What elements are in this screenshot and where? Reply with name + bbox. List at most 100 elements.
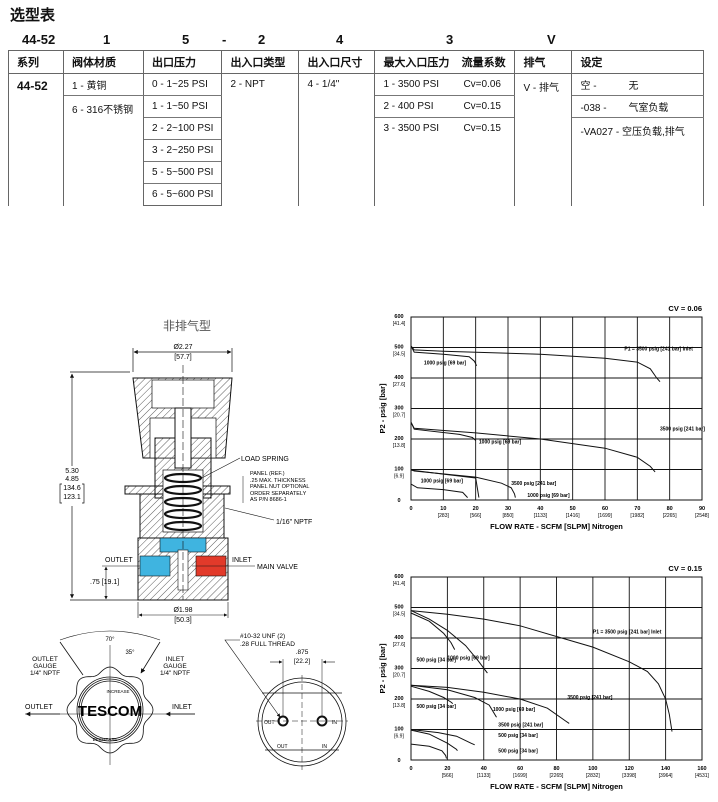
header-outlet-pressure: 出口压力 [142, 50, 223, 74]
bottom-dim: Ø1.98 [173, 607, 192, 614]
svg-text:ORDER SEPARATELY: ORDER SEPARATELY [250, 491, 307, 497]
y-tick-label: 100 [394, 467, 403, 473]
flow-chart-cv-006: 0 10[283] 20[566] 30[850] 40[1133] 50[1416] 60… [378, 304, 710, 531]
header-series: 系列 [8, 50, 64, 74]
series-line [410, 729, 458, 752]
out-label: OUT [264, 720, 275, 726]
header-port-type: 出入口类型 [221, 50, 300, 74]
series-label: 1000 psig [69 bar] [421, 478, 464, 484]
y-tick-label-bar: [27.6] [393, 382, 406, 388]
svg-text:AS P/N 8686-1: AS P/N 8686-1 [250, 497, 287, 503]
top-dim-mm: [57.7] [174, 354, 192, 361]
x-tick-label: 70 [634, 506, 640, 512]
x-tick-label: 120 [625, 766, 634, 772]
series-line [410, 345, 661, 383]
code-series: 44-52 [22, 32, 56, 47]
y-tick-label-bar: [41.4] [393, 581, 406, 587]
y-tick-label-bar: [13.8] [393, 443, 406, 449]
x-tick-label: 20 [473, 506, 479, 512]
x-tick-label-slpm: [1982] [630, 513, 645, 519]
header-vent: 排气 [514, 50, 573, 74]
series-label: 1000 psig [69 bar] [447, 655, 490, 661]
thread-depth-label: .28 FULL THREAD [240, 641, 295, 648]
outlet-gauge-label: OUTLET GAUGE 1/4" NPTF [30, 656, 60, 677]
x-tick-label-slpm: [1133] [534, 513, 548, 519]
table-row: 44-52 1 - 黄铜 0 - 1~25 PSI 2 - NPT 4 - 1/… [8, 73, 704, 206]
cv-title: CV = 0.15 [668, 564, 702, 573]
y-tick-label: 200 [394, 696, 403, 702]
outlet-pressure-cell: 2 - 2~100 PSI [142, 117, 223, 140]
header-row: 系列 阀体材质 出口压力 出入口类型 出入口尺寸 最大入口压力 流量系数 排气 … [8, 50, 704, 74]
x-tick-label-slpm: [566] [442, 773, 454, 779]
svg-text:GAUGE: GAUGE [163, 663, 187, 670]
header-cv: 流量系数 [461, 57, 506, 69]
y-tick-label-bar: [41.4] [393, 321, 406, 327]
x-tick-label-slpm: [1416] [566, 513, 581, 519]
x-tick-label: 90 [699, 506, 705, 512]
spacing-dim-mm: [22.2] [294, 658, 310, 665]
tescom-logo: TESCOM [78, 703, 142, 720]
outlet-port [139, 555, 171, 577]
x-tick-label: 100 [588, 766, 597, 772]
increase-label: INCREASE [106, 689, 129, 694]
option-cell: -038 - 气室负载 [571, 95, 704, 118]
spacing-dim: .875 [296, 649, 309, 656]
y-axis-title: P2 - psig [bar] [378, 383, 387, 434]
series-label: 1000 psig [69 bar] [493, 707, 536, 713]
header-material: 阀体材质 [63, 50, 144, 74]
table-row: 2 - 2~100 PSI 3 - 3500 PSI Cv=0.15 -VA027… [9, 117, 704, 206]
height-dim-min: 4.85 [65, 476, 79, 483]
port-size-cell: 4 - 1/4" [298, 73, 376, 206]
knob-inlet-label: INLET [172, 704, 193, 711]
inlet-label: INLET [232, 557, 253, 564]
x-tick-label: 50 [570, 506, 576, 512]
x-tick-label: 40 [537, 506, 543, 512]
x-tick-label-slpm: [3964] [659, 773, 674, 779]
x-tick-label-slpm: [566] [470, 513, 482, 519]
header-max-inlet-label: 最大入口压力 [383, 57, 450, 69]
series-line [410, 684, 497, 718]
x-tick-label-slpm: [1699] [513, 773, 528, 779]
height-dim-max: 5.30 [65, 468, 79, 475]
series-cell: 44-52 [8, 73, 64, 206]
series-label: 3500 psig [241 bar] [567, 695, 612, 701]
svg-text:GAUGE: GAUGE [33, 663, 57, 670]
y-tick-label: 100 [394, 727, 403, 733]
knob-top-view: TESCOM INCREASE DECREASE 70° 35° OUTLET … [25, 630, 195, 765]
series-line [410, 610, 673, 732]
main-valve-label: MAIN VALVE [257, 564, 298, 571]
svg-text:1/4" NPTF: 1/4" NPTF [30, 670, 60, 677]
x-tick-label-slpm: [3398] [622, 773, 637, 779]
cv-title: CV = 0.06 [668, 304, 702, 313]
max-inlet-cell: 2 - 400 PSI Cv=0.15 [374, 95, 516, 118]
y-tick-label: 300 [394, 666, 403, 672]
code-port-type: 2 [258, 32, 266, 47]
x-tick-label-slpm: [2265] [663, 513, 678, 519]
max-inlet-cell: 3 - 3500 PSI Cv=0.15 [374, 117, 516, 206]
x-tick-label-slpm: [283] [438, 513, 450, 519]
height-dim-min-mm: 123.1 [63, 494, 81, 501]
svg-text:.25 MAX. THICKNESS: .25 MAX. THICKNESS [250, 478, 306, 484]
in-label-bottom: IN [322, 744, 327, 750]
option-cell: -VA027 - 空压负载,排气 [571, 117, 704, 206]
y-tick-label: 300 [394, 406, 403, 412]
x-tick-label: 40 [481, 766, 487, 772]
series-label: 3500 psig [241 bar] [660, 426, 705, 432]
y-tick-label: 200 [394, 436, 403, 442]
code-max-inlet: 3 [446, 32, 454, 47]
table-row: 3 - 2~250 PSI [9, 139, 704, 162]
y-tick-label: 400 [394, 635, 403, 641]
port-height-dim: .75 [19.1] [90, 579, 119, 586]
y-tick-label: 600 [394, 574, 403, 580]
y-tick-label-bar: [6.9] [394, 474, 404, 480]
panel-note: PANEL (REF.) .25 MAX. THICKNESS PANEL NU… [250, 471, 310, 503]
x-tick-label-slpm: [2832] [586, 773, 601, 779]
series-line [410, 743, 447, 759]
flow-chart-cv-015: 0 20[566]40[1133]60[1699]80[2265]100[2832… [378, 564, 710, 791]
bottom-view: .875 [22.2] #10-32 UNF (2) .28 FULL THRE… [224, 633, 348, 770]
code-material: 1 [103, 32, 111, 47]
svg-text:PANEL (REF.): PANEL (REF.) [250, 471, 285, 477]
code-vent: V [547, 32, 556, 47]
x-axis-title: FLOW RATE - SCFM [SLPM] Nitrogen [490, 522, 623, 531]
x-tick-label-slpm: [2548] [695, 513, 710, 519]
